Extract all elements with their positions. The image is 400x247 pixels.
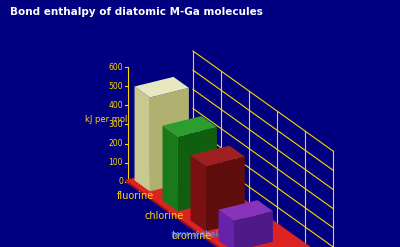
Polygon shape	[178, 127, 217, 211]
Text: Bond enthalpy of diatomic M-Ga molecules: Bond enthalpy of diatomic M-Ga molecules	[10, 7, 263, 17]
Text: fluorine: fluorine	[117, 191, 154, 201]
Text: www.webelements.com: www.webelements.com	[170, 230, 270, 239]
Polygon shape	[150, 88, 189, 191]
Polygon shape	[190, 155, 206, 231]
Polygon shape	[218, 200, 273, 221]
Text: 200: 200	[108, 139, 123, 148]
Polygon shape	[234, 211, 273, 247]
Polygon shape	[125, 180, 276, 247]
Polygon shape	[206, 157, 245, 231]
Text: 600: 600	[108, 62, 123, 71]
Text: kJ per mol: kJ per mol	[85, 115, 127, 124]
Polygon shape	[162, 116, 217, 137]
Text: 500: 500	[108, 82, 123, 91]
Text: bromine: bromine	[172, 231, 212, 241]
Polygon shape	[190, 146, 245, 166]
Polygon shape	[125, 163, 345, 247]
Text: 100: 100	[108, 158, 123, 167]
Text: 400: 400	[108, 101, 123, 110]
Text: 300: 300	[108, 120, 123, 129]
Polygon shape	[218, 210, 234, 247]
Text: 0: 0	[118, 178, 123, 186]
Polygon shape	[134, 77, 189, 98]
Polygon shape	[134, 86, 150, 191]
Text: chlorine: chlorine	[144, 211, 183, 221]
Polygon shape	[162, 126, 178, 211]
